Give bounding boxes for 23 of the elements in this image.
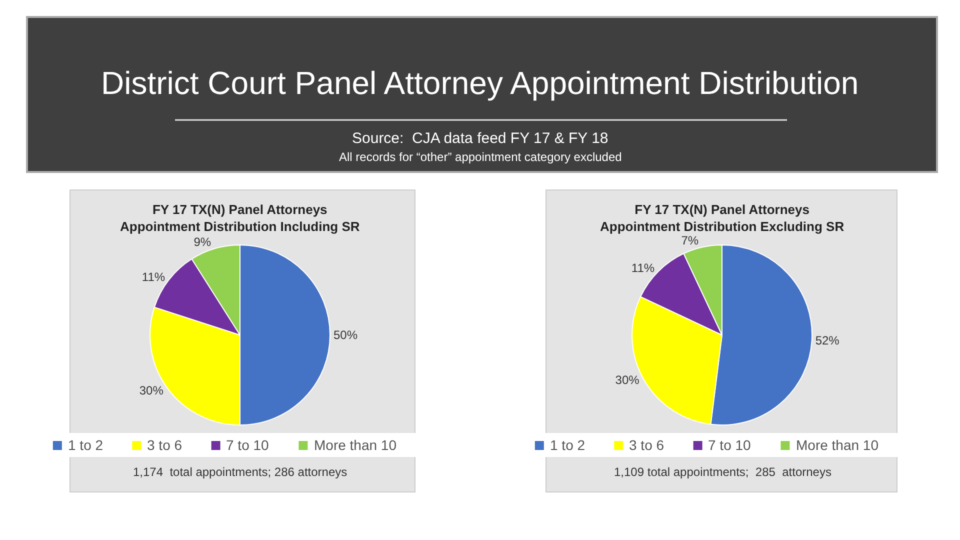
text: Source: CJA data feed FY 17 & FY 18 (352, 130, 608, 147)
data-label: 11% (631, 260, 655, 275)
legend-label: 7 to 10 (708, 437, 752, 453)
data-label: 7% (681, 234, 699, 248)
legend-label: 7 to 10 (226, 437, 270, 453)
legend-label: 3 to 6 (629, 437, 664, 453)
legend-label: 1 to 2 (68, 437, 104, 453)
legend-label: More than 10 (796, 437, 879, 453)
text: All records for “other” appointment category excluded (339, 150, 622, 164)
legend-label: 3 to 6 (147, 437, 182, 453)
data-label: 9% (194, 235, 212, 250)
chart-title: FY 17 TX(N) Panel Attorneys Appointment Distribution Excluding SR (600, 202, 845, 234)
legend-label: 1 to 2 (550, 437, 586, 453)
legend-label: More than 10 (314, 437, 397, 453)
text: 1,109 total appointments; 285 attorneys (614, 465, 832, 479)
data-label: 30% (139, 383, 164, 398)
data-label: 11% (142, 270, 166, 284)
data-label: 50% (334, 328, 358, 342)
text: 1,174 total appointments; 286 attorneys (133, 465, 348, 479)
data-label: 52% (815, 334, 840, 348)
data-label: 30% (615, 372, 640, 387)
chart-title: FY 17 TX(N) Panel Attorneys Appointment Distribution Including SR (120, 202, 360, 234)
text: District Court Panel Attorney Appointment Distribution (101, 65, 859, 101)
